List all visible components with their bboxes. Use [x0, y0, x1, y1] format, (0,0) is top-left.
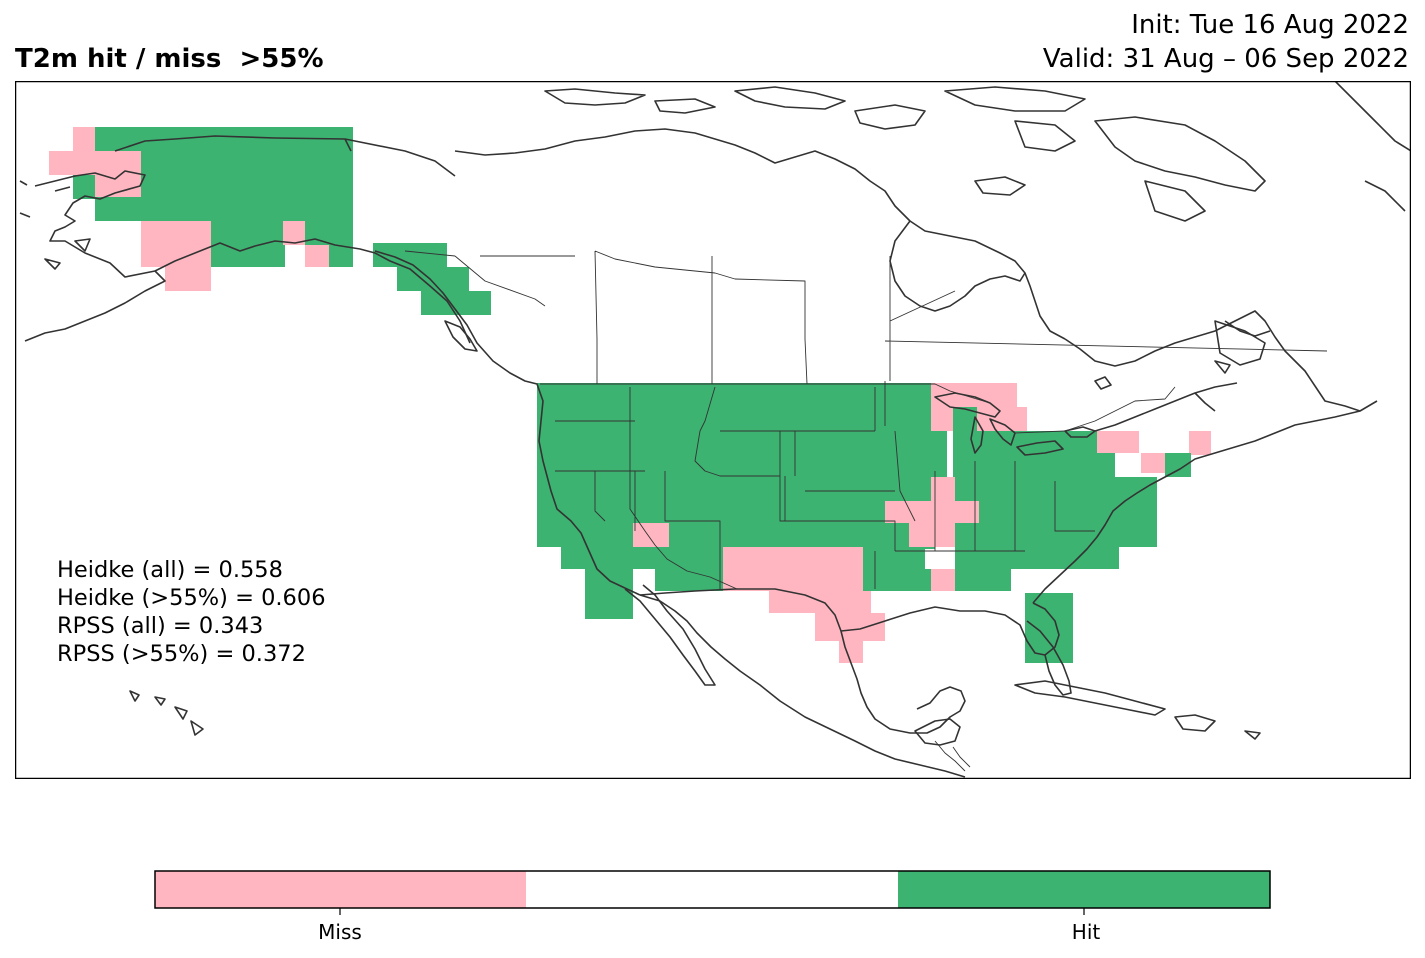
newfoundland [1214, 320, 1266, 366]
miss-cell [909, 521, 955, 547]
map-title: T2m hit / miss >55% [15, 44, 324, 74]
hit-cell [955, 569, 1011, 591]
miss-cell [283, 221, 305, 245]
baja-california [624, 584, 716, 686]
hit-cell [1073, 431, 1097, 453]
miss-cell [931, 407, 953, 431]
miss-cell [1141, 453, 1165, 473]
legend-hit-label: Hit [1071, 920, 1101, 944]
colorbar-neutral-segment [526, 871, 898, 908]
atlantic-coast [1032, 410, 1361, 604]
colorbar-miss-segment [155, 871, 526, 908]
rpss-55-score: RPSS (>55%) = 0.372 [57, 641, 306, 667]
hit-cell [537, 383, 947, 547]
hawaii [129, 690, 204, 736]
miss-cell [1189, 431, 1211, 455]
political-borders [404, 250, 1328, 772]
great-lakes [934, 392, 1096, 456]
hit-cell [1025, 593, 1073, 619]
hit-cell [655, 569, 725, 591]
hudson-bay-islands [1094, 360, 1231, 390]
hispaniola [1174, 714, 1261, 740]
heidke-all-score: Heidke (all) = 0.558 [57, 557, 283, 583]
miss-cell [141, 221, 211, 267]
hit-cell [909, 569, 933, 591]
hit-cell [585, 569, 633, 619]
map-frame [15, 81, 1411, 779]
miss-cell [73, 127, 95, 151]
legend-miss-label: Miss [318, 920, 362, 944]
rpss-all-score: RPSS (all) = 0.343 [57, 613, 264, 639]
canada-arctic-coast [454, 128, 1066, 340]
vancouver-island [444, 320, 478, 352]
miss-cell [305, 245, 329, 267]
hit-cell [955, 547, 1119, 569]
labrador-coast [1064, 310, 1378, 412]
st-lawrence [1094, 382, 1238, 432]
miss-cell [815, 613, 885, 641]
miss-cell [885, 501, 979, 523]
alaska-islands [19, 180, 91, 270]
valid-period: Valid: 31 Aug – 06 Sep 2022 [1042, 44, 1409, 74]
florida [1026, 620, 1072, 696]
greenland-edge [1334, 81, 1411, 212]
yucatan [914, 718, 961, 746]
alaska-coast [24, 135, 471, 344]
miss-cell [165, 267, 211, 291]
cuba [1014, 680, 1166, 716]
coastlines-borders [19, 81, 1411, 778]
hit-cell [631, 547, 669, 569]
miss-cell [49, 151, 95, 175]
gulf-coast [639, 588, 1060, 734]
miss-cell [1097, 431, 1139, 453]
colorbar-hit-segment [898, 871, 1270, 908]
grid-cells [49, 127, 1211, 663]
init-date: Init: Tue 16 Aug 2022 [1131, 10, 1409, 40]
arctic-islands [544, 86, 1266, 222]
miss-cell [839, 641, 863, 663]
forecast-map [15, 81, 1411, 779]
hit-cell [95, 197, 141, 221]
mexico-pacific-coast [639, 594, 966, 778]
pacific-nw-coast [374, 250, 641, 596]
hudson-bay [889, 220, 1026, 312]
skill-scores: Heidke (all) = 0.558 Heidke (>55%) = 0.6… [57, 556, 326, 668]
heidke-55-score: Heidke (>55%) = 0.606 [57, 585, 326, 611]
hit-cell [397, 267, 469, 291]
hit-cell [73, 175, 95, 199]
miss-cell [977, 407, 1027, 431]
miss-cell [931, 569, 955, 591]
colorbar-frame [154, 870, 1271, 909]
miss-cell [95, 151, 141, 197]
colorbar [154, 870, 1271, 915]
miss-cell [745, 547, 893, 569]
